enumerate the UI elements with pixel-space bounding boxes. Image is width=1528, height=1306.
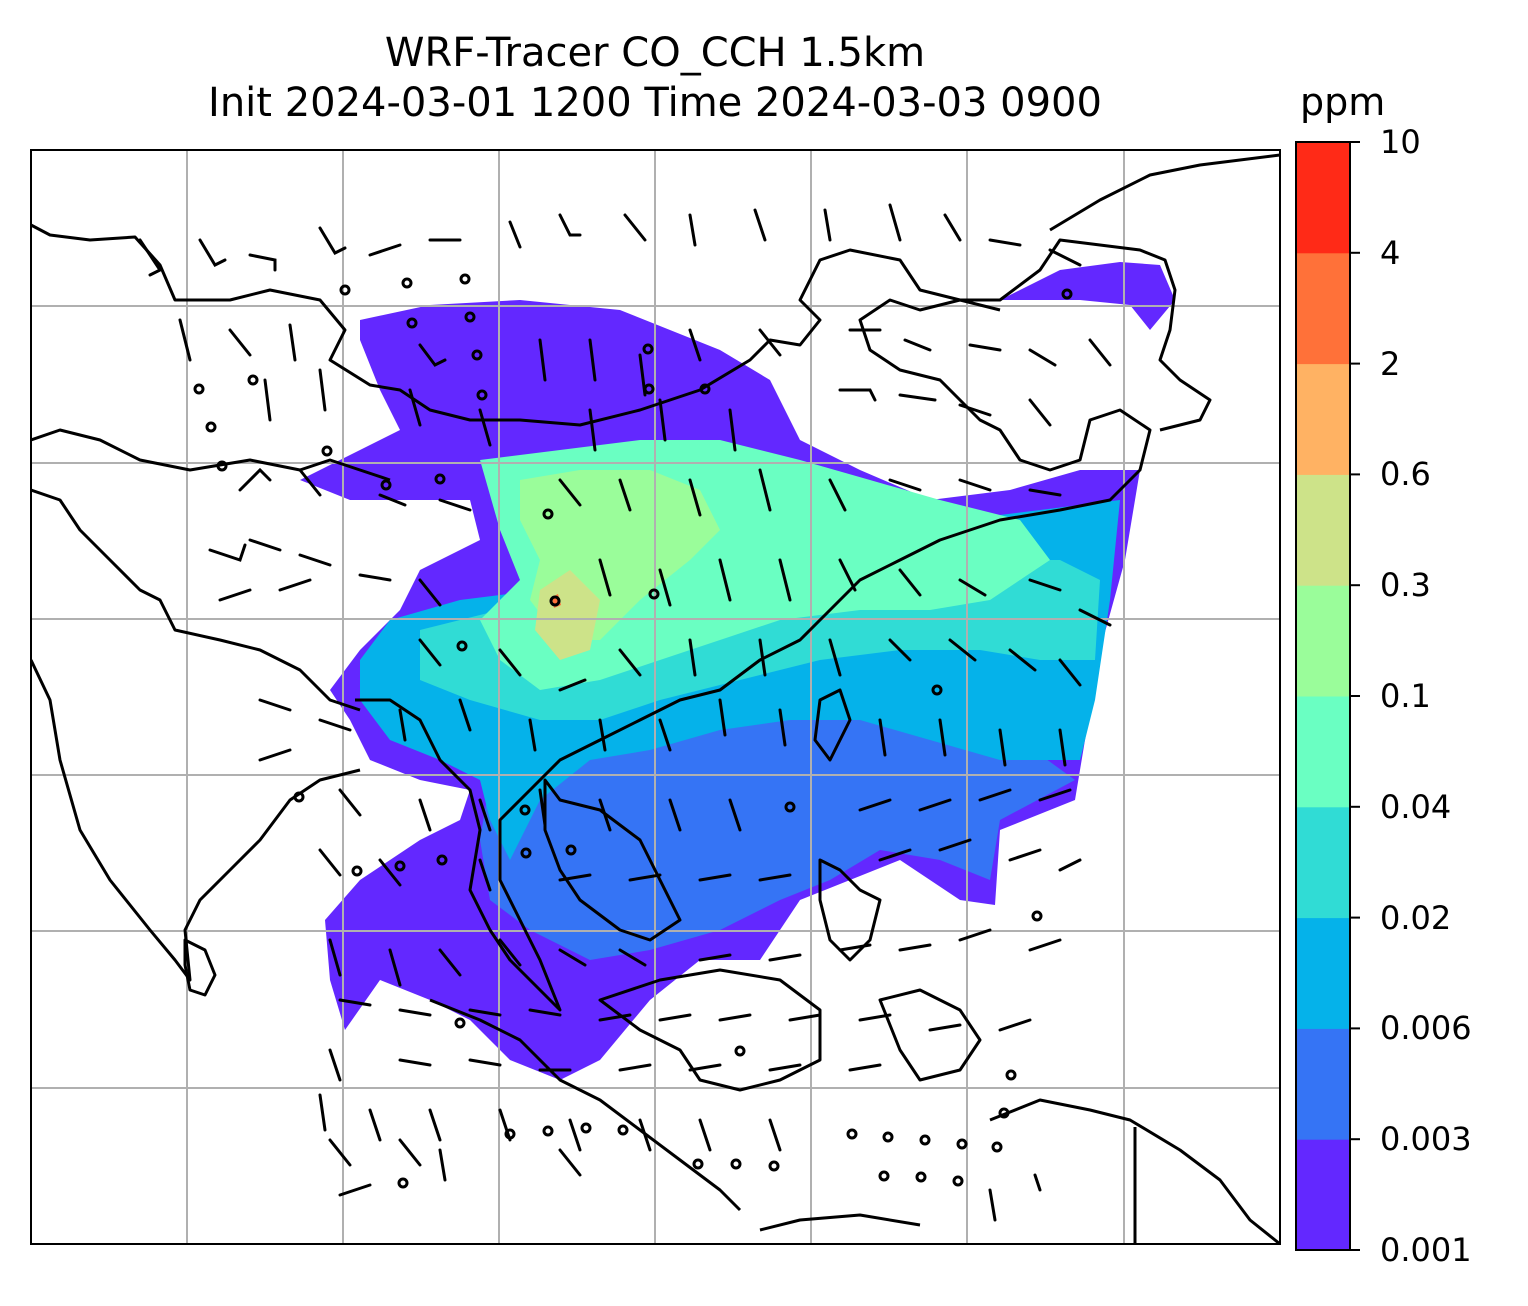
colorbar-band — [1296, 806, 1350, 919]
colorbar-band — [1296, 1028, 1350, 1140]
field-level-7 — [535, 570, 600, 660]
colorbar-band — [1296, 1139, 1350, 1251]
field-band-northeast — [1000, 262, 1175, 330]
colorbar-band — [1296, 696, 1350, 808]
calm-wind-markers — [193, 273, 1073, 1189]
colorbar — [1295, 141, 1360, 1251]
colorbar-tick-label: 0.02 — [1380, 898, 1452, 937]
colorbar-tick-label: 10 — [1380, 123, 1421, 161]
coastlines — [31, 153, 1280, 1244]
concentration-field — [300, 262, 1175, 1080]
colorbar-tick-label: 0.003 — [1380, 1120, 1472, 1159]
colorbar-tick-label: 0.3 — [1380, 566, 1431, 605]
colorbar-band — [1296, 585, 1350, 697]
colorbar-tick-label: 0.04 — [1380, 787, 1452, 826]
colorbar-tick-label: 0.006 — [1380, 1009, 1472, 1048]
wind-barbs — [138, 203, 1112, 1222]
colorbar-band — [1296, 363, 1350, 475]
colorbar-tick-label: 0.1 — [1380, 677, 1431, 715]
field-level-2 — [480, 690, 1075, 960]
map-frame — [30, 149, 1281, 1245]
map-title-line1: WRF-Tracer CO_CCH 1.5km — [384, 30, 926, 76]
colorbar-band — [1296, 252, 1350, 365]
colorbar-tick-label: 0.6 — [1380, 455, 1431, 494]
colorbar-unit-label: ppm — [1300, 80, 1386, 124]
map-title-line2: Init 2024-03-01 1200 Time 2024-03-03 090… — [208, 80, 1102, 126]
colorbar-band — [1296, 474, 1350, 586]
colorbar-band — [1296, 917, 1350, 1029]
colorbar-band — [1296, 142, 1350, 254]
colorbar-tick-label: 2 — [1380, 344, 1401, 383]
colorbar-tick-label: 0.001 — [1380, 1231, 1472, 1269]
colorbar-tick-label: 4 — [1380, 233, 1401, 272]
